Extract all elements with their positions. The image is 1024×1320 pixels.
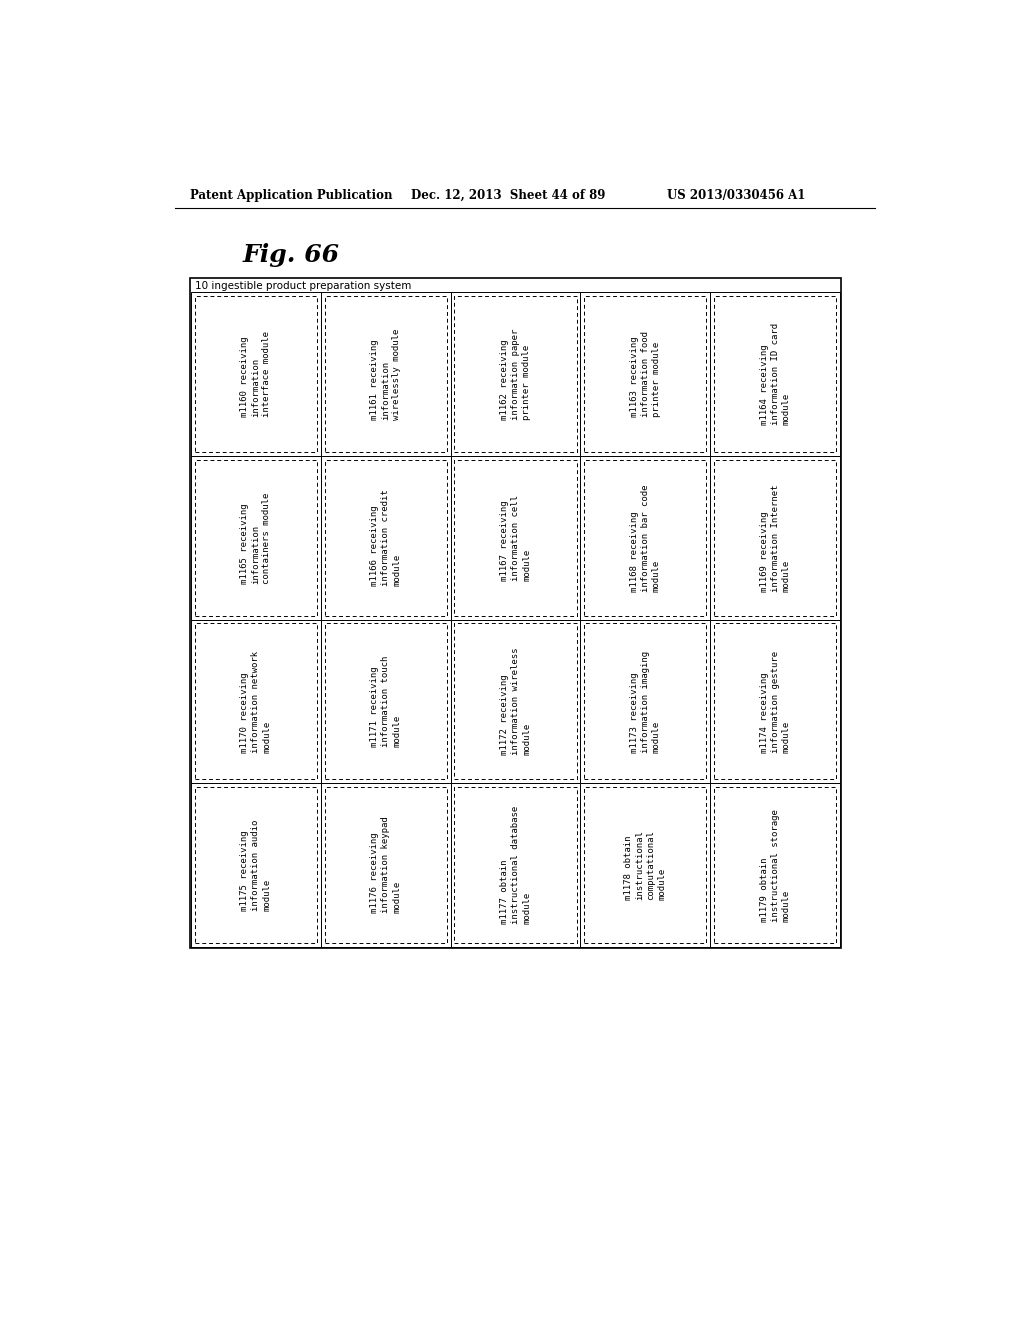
Bar (711, 455, 841, 619)
Bar (455, 787, 577, 942)
Bar (451, 293, 581, 455)
Bar (325, 623, 446, 779)
Text: m1162 receiving
information paper
printer module: m1162 receiving information paper printe… (500, 329, 531, 420)
Bar (711, 783, 841, 946)
Bar (585, 787, 707, 942)
Bar (581, 619, 711, 783)
Bar (195, 459, 316, 615)
Bar (321, 619, 451, 783)
Text: m1175 receiving
information audio
module: m1175 receiving information audio module (240, 820, 271, 911)
Text: m1166 receiving
information credit
module: m1166 receiving information credit modul… (370, 490, 401, 586)
Bar (325, 459, 446, 615)
Text: m1168 receiving
information bar code
module: m1168 receiving information bar code mod… (630, 484, 660, 591)
Bar (455, 296, 577, 453)
Bar (190, 619, 321, 783)
Bar (711, 619, 841, 783)
Text: m1172 receiving
information wireless
module: m1172 receiving information wireless mod… (500, 648, 531, 755)
Bar (195, 296, 316, 453)
Text: m1178 obtain
instructional
computational
module: m1178 obtain instructional computational… (625, 830, 667, 900)
Bar (190, 783, 321, 946)
Bar (451, 619, 581, 783)
Bar (711, 293, 841, 455)
Bar (321, 293, 451, 455)
Bar (455, 459, 577, 615)
Text: 10 ingestible product preparation system: 10 ingestible product preparation system (195, 281, 411, 290)
Text: m1176 receiving
information keypad
module: m1176 receiving information keypad modul… (370, 817, 401, 913)
Bar (190, 455, 321, 619)
Bar (321, 455, 451, 619)
Bar (581, 293, 711, 455)
Bar (195, 623, 316, 779)
Text: m1161 receiving
information
wirelessly module: m1161 receiving information wirelessly m… (370, 329, 401, 420)
Bar (190, 277, 841, 948)
Bar (455, 623, 577, 779)
Bar (581, 455, 711, 619)
Text: m1165 receiving
information
containers module: m1165 receiving information containers m… (240, 492, 271, 583)
Bar (195, 787, 316, 942)
Text: m1170 receiving
information network
module: m1170 receiving information network modu… (240, 651, 271, 752)
Bar (585, 459, 707, 615)
Text: m1169 receiving
information Internet
module: m1169 receiving information Internet mod… (760, 484, 791, 591)
Text: Patent Application Publication: Patent Application Publication (190, 189, 392, 202)
Text: m1171 receiving
information touch
module: m1171 receiving information touch module (370, 656, 401, 747)
Bar (585, 623, 707, 779)
Text: US 2013/0330456 A1: US 2013/0330456 A1 (667, 189, 805, 202)
Bar (585, 296, 707, 453)
Text: Dec. 12, 2013  Sheet 44 of 89: Dec. 12, 2013 Sheet 44 of 89 (411, 189, 605, 202)
Bar (581, 783, 711, 946)
Bar (321, 783, 451, 946)
Text: m1174 receiving
information gesture
module: m1174 receiving information gesture modu… (760, 651, 791, 752)
Bar (451, 783, 581, 946)
Bar (451, 455, 581, 619)
Text: Fig. 66: Fig. 66 (243, 243, 340, 267)
Bar (714, 459, 837, 615)
Bar (714, 787, 837, 942)
Text: m1164 receiving
information ID card
module: m1164 receiving information ID card modu… (760, 323, 791, 425)
Text: m1167 receiving
information cell
module: m1167 receiving information cell module (500, 495, 531, 581)
Bar (325, 296, 446, 453)
Bar (190, 293, 321, 455)
Bar (714, 296, 837, 453)
Bar (714, 623, 837, 779)
Text: m1179 obtain
instructional storage
module: m1179 obtain instructional storage modul… (760, 809, 791, 921)
Text: m1163 receiving
information food
printer module: m1163 receiving information food printer… (630, 331, 660, 417)
Bar (325, 787, 446, 942)
Text: m1173 receiving
information imaging
module: m1173 receiving information imaging modu… (630, 651, 660, 752)
Text: m1160 receiving
information
interface module: m1160 receiving information interface mo… (240, 331, 271, 417)
Text: m1177 obtain
instructional database
module: m1177 obtain instructional database modu… (500, 807, 531, 924)
